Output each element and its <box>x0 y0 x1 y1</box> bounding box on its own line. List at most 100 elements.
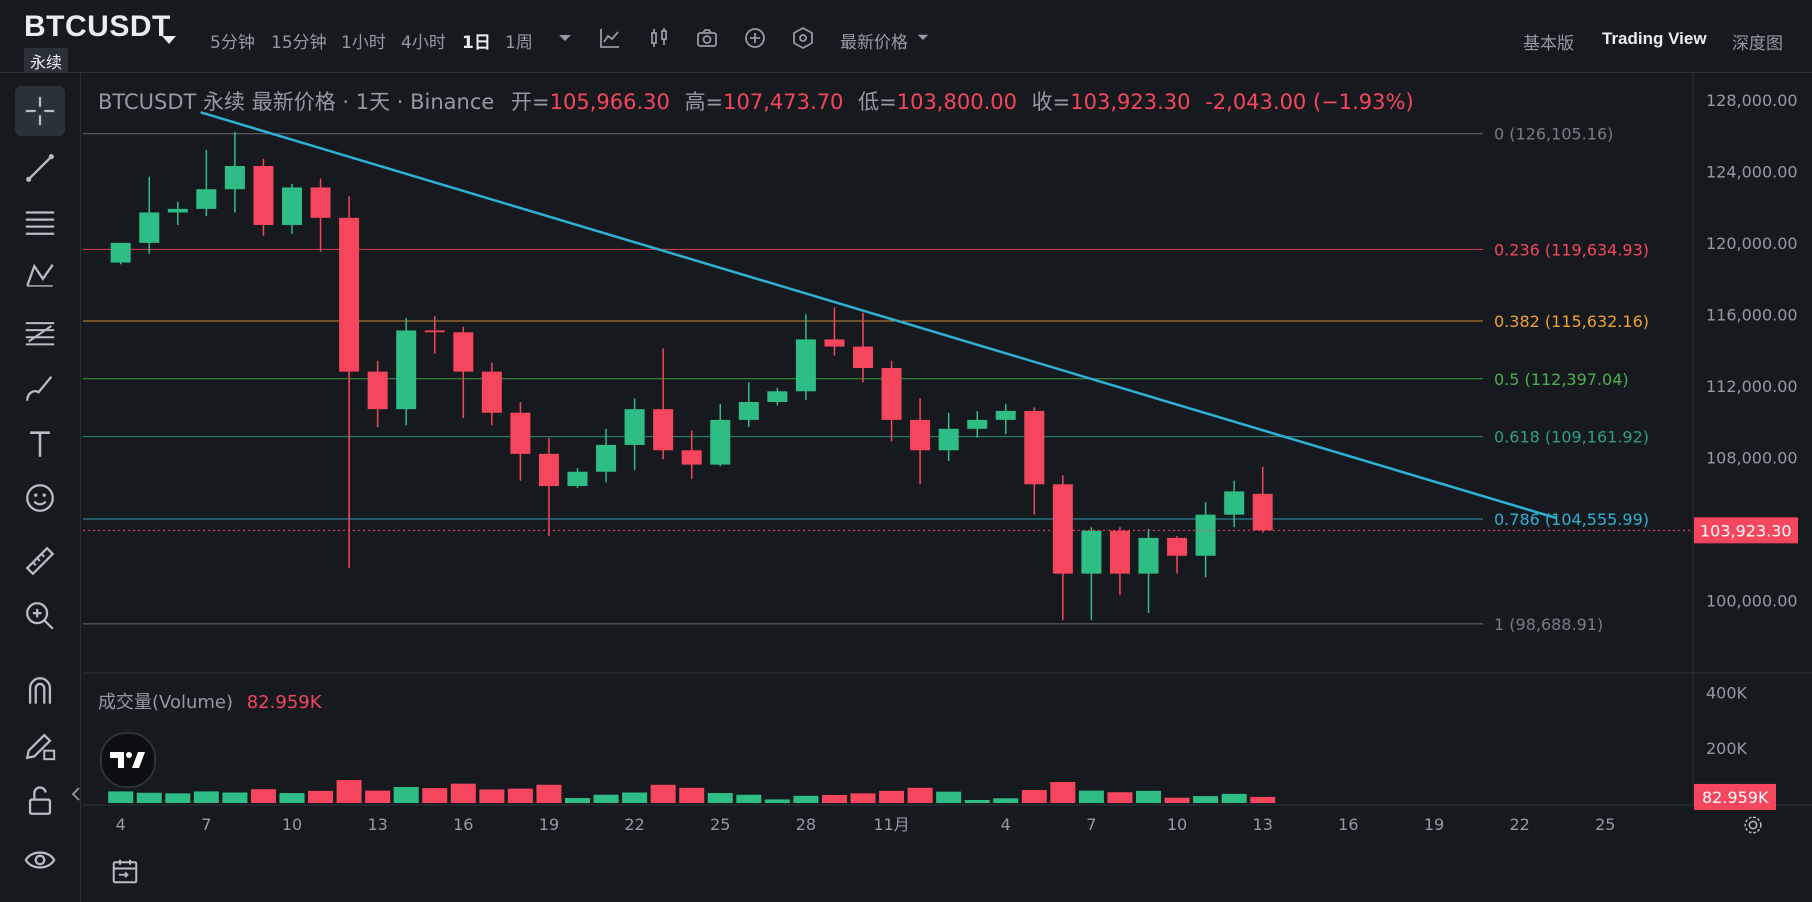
price-tick-label: 120,000.00 <box>1706 234 1798 253</box>
pattern-tool[interactable] <box>15 251 65 301</box>
volume-bar <box>365 790 391 803</box>
symbol-name[interactable]: BTCUSDT <box>24 10 171 43</box>
time-tick-label: 22 <box>624 815 644 834</box>
more-timeframes-chevron-icon[interactable] <box>553 26 577 50</box>
volume-bar <box>907 787 933 803</box>
lock-tool[interactable] <box>15 776 65 826</box>
time-tick-label: 11月 <box>873 815 909 834</box>
lock-drawing-tool[interactable] <box>15 720 65 770</box>
add-plus-icon[interactable] <box>743 26 767 50</box>
volume-bar <box>707 793 733 803</box>
timeframe-1d[interactable]: 1日 <box>462 33 491 53</box>
time-tick-label: 7 <box>1086 815 1096 834</box>
candle-body <box>710 419 731 465</box>
candle-body <box>224 165 245 190</box>
volume-bar <box>1136 790 1161 803</box>
pencil-lock-icon <box>25 733 56 761</box>
legend-title: BTCUSDT 永续 最新价格 · 1天 · Binance <box>98 90 495 114</box>
volume-bar <box>479 789 505 803</box>
emoji-tool[interactable] <box>15 473 65 523</box>
candle-body <box>795 339 816 392</box>
candle-body <box>1224 491 1245 515</box>
timeframe-4h[interactable]: 4小时 <box>401 33 446 53</box>
price-type-chevron-icon[interactable] <box>914 28 932 46</box>
ohlc-legend: BTCUSDT 永续 最新价格 · 1天 · Binance 开=105,966… <box>98 86 1414 116</box>
volume-bar <box>222 792 248 803</box>
price-tick-label: 128,000.00 <box>1706 91 1798 110</box>
volume-bar <box>193 791 219 803</box>
perpetual-badge: 永续 <box>24 48 69 74</box>
screenshot-camera-icon[interactable] <box>695 26 719 50</box>
timeframe-5m[interactable]: 5分钟 <box>210 33 255 53</box>
magnet-tool[interactable] <box>15 666 65 716</box>
indicators-icon[interactable] <box>598 26 622 50</box>
change-value: -2,043.00 (−1.93%) <box>1205 90 1414 114</box>
last-volume-label: 82.959K <box>1702 788 1769 807</box>
unlock-icon <box>28 786 52 815</box>
time-axis: 4 7 10 13 16 19 22 25 28 11月 4 7 10 13 16 19 22 25 <box>116 815 1616 834</box>
volume-bar <box>1107 792 1133 803</box>
view-basic[interactable]: 基本版 <box>1523 34 1574 54</box>
brush-tool[interactable] <box>15 363 65 413</box>
text-tool[interactable] <box>15 419 65 469</box>
ruler-icon <box>25 546 55 576</box>
view-depth[interactable]: 深度图 <box>1732 34 1783 54</box>
visibility-tool[interactable] <box>15 835 65 885</box>
time-tick-label: 10 <box>1167 815 1187 834</box>
fib-level-label: 0.382 (115,632.16) <box>1494 312 1649 331</box>
trend-line-tool[interactable] <box>15 143 65 193</box>
measure-tool[interactable] <box>15 536 65 586</box>
candle-body <box>938 428 959 451</box>
crosshair-icon <box>25 96 55 126</box>
settings-hexagon-icon[interactable] <box>791 26 815 50</box>
candle-body <box>510 412 531 454</box>
candle-body <box>1052 484 1073 574</box>
date-range-calendar-icon[interactable] <box>110 856 140 886</box>
volume-bar <box>821 794 847 803</box>
candle-body <box>653 409 674 451</box>
crosshair-tool[interactable] <box>15 86 65 136</box>
volume-bar <box>393 786 419 803</box>
smiley-icon <box>26 484 54 512</box>
fib-retracement-icon <box>25 322 55 346</box>
last-price-label: 103,923.30 <box>1700 521 1792 540</box>
timeframe-1h[interactable]: 1小时 <box>341 33 386 53</box>
timeframe-1w[interactable]: 1周 <box>505 33 533 53</box>
high-label: 高= <box>684 90 724 114</box>
fib-level-label: 0.786 (104,555.99) <box>1494 510 1649 529</box>
volume-bar <box>108 791 134 803</box>
volume-bar <box>1050 782 1076 803</box>
view-tradingview[interactable]: Trading View <box>1602 29 1707 48</box>
volume-tick-label: 400K <box>1706 684 1748 703</box>
chart-grid <box>83 73 1812 806</box>
timeframe-15m[interactable]: 15分钟 <box>271 33 327 53</box>
price-type-select[interactable]: 最新价格 <box>840 33 908 53</box>
zoom-tool[interactable] <box>15 591 65 641</box>
candle-body <box>853 346 873 369</box>
volume-bar <box>650 784 676 803</box>
chart-type-candles-icon[interactable] <box>647 26 671 50</box>
volume-label: 成交量(Volume) <box>98 692 233 713</box>
volume-bar <box>1250 796 1276 803</box>
fib-level-label: 0.618 (109,161.92) <box>1494 428 1649 447</box>
volume-bar <box>165 793 191 803</box>
horizontal-lines-icon <box>25 211 55 235</box>
last-price-tag <box>1694 517 1798 544</box>
symbol-dropdown-icon[interactable] <box>162 36 176 44</box>
candle-body <box>1167 537 1188 556</box>
tradingview-logo[interactable] <box>100 732 156 788</box>
volume-bar <box>936 791 962 803</box>
high-value: 107,473.70 <box>723 90 844 114</box>
axis-settings-gear-icon[interactable] <box>1740 814 1766 836</box>
fib-retracement-tool[interactable] <box>15 308 65 358</box>
volume-bar <box>736 794 762 803</box>
fib-level-label: 0 (126,105.16) <box>1494 125 1613 144</box>
volume-bar <box>1221 793 1247 803</box>
collapse-toolbar-chevron-icon[interactable] <box>70 782 82 806</box>
horizontal-lines-tool[interactable] <box>15 196 65 246</box>
volume-bar <box>536 784 562 803</box>
time-tick-label: 19 <box>1424 815 1444 834</box>
candle-body <box>1081 530 1102 574</box>
price-tick-label: 116,000.00 <box>1706 305 1798 324</box>
